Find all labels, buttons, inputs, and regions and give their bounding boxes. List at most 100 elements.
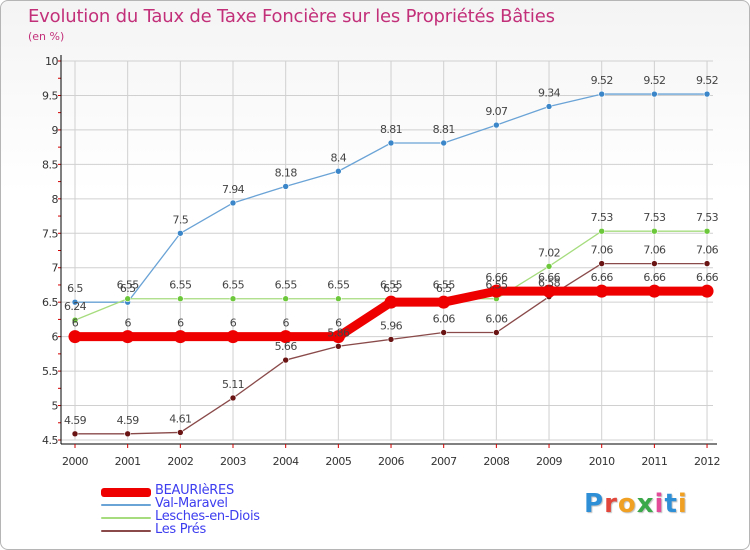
data-point [335,295,342,303]
x-tick-label: 2002 [167,455,193,468]
data-label: 5.11 [222,378,244,391]
data-point [493,121,500,129]
data-point [700,284,714,298]
data-label: 4.59 [64,414,87,427]
data-label: 6.24 [64,300,87,313]
data-point [493,329,500,336]
y-tick-label: 9.5 [42,89,58,102]
chart-title: Evolution du Taux de Taxe Foncière sur l… [28,6,555,27]
data-label: 8.18 [275,166,298,179]
y-tick-label: 8.5 [42,158,58,171]
data-point [282,183,289,190]
x-tick-label: 2001 [115,455,141,468]
data-point [703,260,711,267]
legend-swatch [101,487,151,497]
data-label: 5.66 [275,340,298,353]
data-point [595,284,609,298]
data-point [282,356,289,364]
data-point [545,263,553,270]
data-point [335,342,342,350]
data-label: 6.55 [327,279,350,292]
data-label: 9.34 [538,86,561,99]
data-point [387,139,395,147]
data-label: 6.66 [485,271,508,284]
data-label: 5.86 [327,326,350,339]
data-label: 6.55 [275,279,298,292]
data-point [545,103,553,110]
data-point [226,330,240,344]
data-label: 6.55 [222,279,245,292]
data-point [440,329,447,336]
data-label: 6.55 [380,279,403,292]
data-point [651,90,658,98]
data-label: 6.66 [538,271,561,284]
data-label: 7.06 [591,244,614,257]
data-label: 6.55 [117,279,140,292]
chart-unit-label: (en %) [28,30,65,43]
data-point [489,284,503,298]
data-label: 6 [72,317,79,330]
legend-swatch [101,504,151,506]
legend-label: Val-Maravel [155,496,228,511]
logo-letter: r [604,489,618,519]
x-tick-label: 2004 [273,455,299,468]
data-label: 6.5 [436,282,452,295]
data-point [647,284,661,298]
data-label: 7.53 [591,211,614,224]
data-label: 6.06 [485,313,508,326]
y-tick-label: 6.5 [42,296,58,309]
data-point [598,227,606,235]
data-point [71,430,79,438]
logo-letter: x [636,489,655,519]
data-label: 6.06 [433,313,456,326]
x-tick-label: 2012 [694,455,720,468]
data-point [71,316,79,324]
data-label: 9.52 [591,74,613,87]
y-tick-label: 5.5 [42,365,58,378]
data-label: 7.06 [643,244,666,257]
x-tick-label: 2008 [483,455,509,468]
data-point [177,229,184,237]
x-tick-label: 2010 [589,455,615,468]
x-tick-label: 2011 [641,455,667,468]
data-point [124,295,131,303]
x-tick-label: 2009 [536,455,562,468]
legend-swatch [101,517,151,519]
data-label: 8.81 [433,123,455,136]
y-tick-label: 6 [52,331,59,344]
data-label: 6.5 [67,282,83,295]
data-point [440,139,447,147]
data-label: 6.66 [591,271,614,284]
data-point [282,295,289,303]
data-label: 7.94 [222,183,245,196]
data-point [384,295,398,309]
data-point [229,295,237,303]
y-tick-label: 7.5 [42,227,58,240]
data-point [542,284,556,298]
data-label: 7.5 [172,213,188,226]
data-label: 9.52 [696,74,718,87]
y-tick-label: 7 [52,262,59,275]
proxiti-logo: Proxiti [584,489,688,519]
data-point [229,394,237,402]
data-label: 6.5 [383,282,399,295]
logo-letter: o [617,489,637,519]
data-point [651,260,658,267]
data-label: 4.61 [169,412,191,425]
data-label: 9.07 [485,105,508,118]
logo-letter: i [677,489,688,519]
data-label: 5.96 [380,319,403,332]
data-point [331,330,345,344]
data-label: 6 [282,317,289,330]
data-label: 7.53 [696,211,719,224]
data-label: 7.06 [696,244,719,257]
data-point [121,330,135,344]
data-point [598,90,606,98]
data-point [177,295,184,303]
x-tick-label: 2000 [62,455,88,468]
data-point [651,227,658,235]
x-tick-label: 2005 [325,455,351,468]
data-point [598,260,606,267]
data-point [703,227,711,235]
